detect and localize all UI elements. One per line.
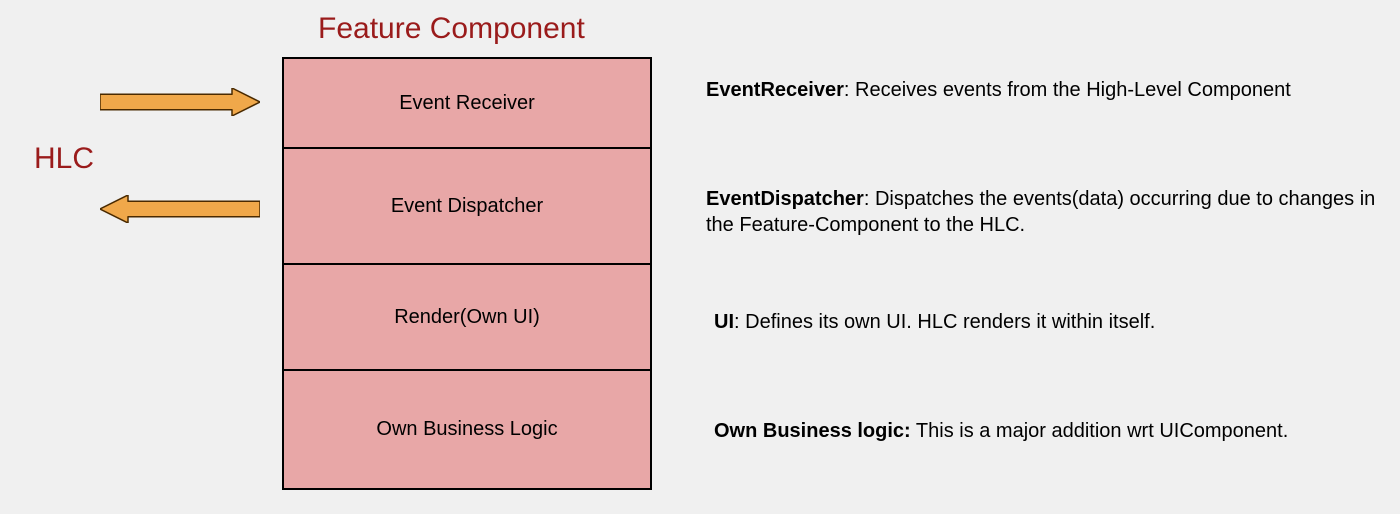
description: EventDispatcher: Dispatches the events(d… bbox=[706, 186, 1386, 238]
description: UI: Defines its own UI. HLC renders it w… bbox=[714, 309, 1155, 335]
stack-box: Event Dispatcher bbox=[284, 149, 650, 265]
stack-box-label: Own Business Logic bbox=[376, 418, 557, 441]
stack-box-label: Event Receiver bbox=[399, 92, 535, 115]
description: Own Business logic: This is a major addi… bbox=[714, 418, 1288, 444]
feature-component-stack: Event Receiver Event Dispatcher Render(Own… bbox=[282, 57, 652, 490]
stack-box-label: Event Dispatcher bbox=[391, 195, 543, 218]
diagram-canvas: Feature Component HLC Event ReceiverEven… bbox=[0, 0, 1400, 514]
description-term: Own Business logic: bbox=[714, 420, 911, 442]
description-text: Defines its own UI. HLC renders it withi… bbox=[745, 311, 1155, 333]
diagram-title: Feature Component bbox=[318, 12, 585, 46]
description-term: EventDispatcher bbox=[706, 188, 864, 210]
description: EventReceiver: Receives events from the … bbox=[706, 77, 1291, 103]
description-term: UI bbox=[714, 311, 734, 333]
description-term: EventReceiver bbox=[706, 79, 844, 101]
stack-box: Event Receiver bbox=[284, 59, 650, 149]
hlc-label: HLC bbox=[34, 142, 94, 176]
stack-box: Own Business Logic bbox=[284, 371, 650, 488]
description-text: This is a major addition wrt UIComponent… bbox=[916, 420, 1288, 442]
arrow-left-icon bbox=[100, 195, 260, 223]
description-text: Receives events from the High-Level Comp… bbox=[855, 79, 1291, 101]
arrow-right-icon bbox=[100, 88, 260, 116]
stack-box: Render(Own UI) bbox=[284, 265, 650, 371]
stack-box-label: Render(Own UI) bbox=[394, 306, 540, 329]
